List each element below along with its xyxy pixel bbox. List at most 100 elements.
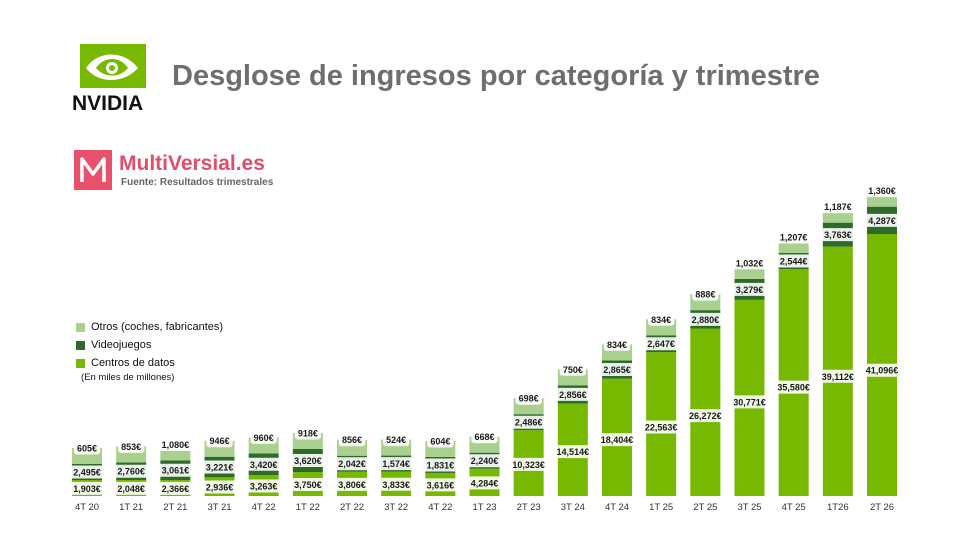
label-gaming-11: 2,856€ (559, 390, 587, 400)
label-datacenter-5: 3,750€ (294, 480, 322, 490)
label-gaming-15-bg (730, 282, 769, 296)
label-other-18-bg (863, 184, 901, 198)
label-other-17: 1,187€ (824, 202, 852, 212)
label-gaming-11-bg (554, 387, 592, 401)
label-datacenter-16: 35,580€ (777, 383, 810, 393)
label-other-2: 1,080€ (162, 440, 190, 450)
label-datacenter-11: 14,514€ (557, 447, 590, 457)
label-gaming-10-bg (509, 415, 548, 429)
x-tick-label-6: 2T 22 (340, 502, 364, 513)
label-datacenter-14: 26,272€ (689, 411, 722, 421)
label-other-5-bg (294, 426, 322, 440)
label-gaming-12-bg (598, 363, 636, 377)
label-other-10-bg (515, 391, 542, 405)
label-other-17-bg (819, 200, 857, 214)
label-gaming-17-bg (819, 228, 857, 242)
label-datacenter-8: 3,616€ (427, 480, 455, 490)
label-datacenter-2: 2,366€ (162, 484, 190, 494)
label-datacenter-3: 2,936€ (206, 483, 234, 493)
multiversial-logo (74, 150, 112, 190)
label-gaming-6: 2,042€ (338, 459, 366, 469)
label-gaming-3-bg (200, 460, 239, 474)
x-tick-label-1: 1T 21 (119, 502, 143, 513)
label-gaming-2-bg (156, 463, 195, 477)
label-other-11: 750€ (563, 365, 583, 375)
x-tick-label-11: 3T 24 (561, 502, 585, 513)
label-gaming-8: 1,831€ (427, 460, 455, 470)
label-datacenter-1: 2,048€ (117, 484, 145, 494)
legend-swatch-centros-datos (76, 358, 85, 368)
label-other-14: 888€ (695, 290, 715, 300)
label-other-0-bg (73, 441, 101, 455)
label-gaming-7: 1,574€ (382, 459, 410, 469)
legend-swatch-videojuegos (76, 340, 85, 350)
nvidia-eye-icon: NVIDIA (72, 44, 146, 115)
label-gaming-14-bg (686, 312, 725, 326)
label-gaming-12: 2,865€ (603, 365, 631, 375)
label-other-7: 524€ (386, 435, 406, 445)
x-tick-label-3: 3T 21 (207, 502, 231, 513)
x-tick-label-15: 3T 25 (737, 502, 761, 513)
label-gaming-9: 2,240€ (471, 456, 499, 466)
legend-label-videojuegos: Videojuegos (91, 339, 152, 351)
label-other-4-bg (250, 430, 277, 444)
label-datacenter-10: 10,323€ (512, 460, 545, 470)
x-tick-label-2: 2T 21 (163, 502, 187, 513)
label-datacenter-10-bg (507, 457, 551, 471)
label-gaming-1: 2,760€ (117, 467, 145, 477)
label-gaming-3: 3,221€ (206, 463, 234, 473)
label-gaming-18: 4,287€ (868, 216, 896, 226)
label-gaming-13-bg (642, 337, 680, 351)
label-datacenter-13: 22,563€ (645, 422, 678, 432)
x-tick-label-13: 1T 25 (649, 502, 673, 513)
label-other-8: 604€ (430, 436, 450, 446)
label-other-14-bg (692, 287, 719, 301)
label-other-12-bg (603, 337, 631, 351)
label-gaming-0-bg (68, 465, 106, 479)
label-other-9-bg (471, 430, 498, 444)
label-datacenter-0: 1,903€ (73, 484, 101, 494)
x-tick-label-12: 4T 24 (605, 502, 629, 513)
legend-label-otros: Otros (coches, fabricantes) (91, 321, 224, 333)
legend: Otros (coches, fabricantes) Videojuegos … (76, 318, 223, 383)
label-gaming-10: 2,486€ (515, 418, 543, 428)
label-gaming-5-bg (289, 454, 327, 468)
label-gaming-4: 3,420€ (250, 460, 278, 470)
x-tick-label-0: 4T 20 (75, 502, 99, 513)
label-datacenter-11-bg (551, 445, 595, 459)
label-datacenter-17: 39,112€ (822, 372, 854, 382)
label-gaming-1-bg (112, 464, 150, 478)
x-tick-label-4: 4T 22 (252, 502, 276, 513)
label-other-12: 834€ (607, 340, 627, 350)
label-datacenter-1-bg (112, 481, 150, 495)
label-gaming-5: 3,620€ (294, 456, 322, 466)
label-gaming-6-bg (333, 457, 371, 471)
label-other-3-bg (206, 434, 233, 448)
label-datacenter-16-bg (772, 380, 816, 394)
source-note: Fuente: Resultados trimestrales (121, 177, 274, 188)
label-datacenter-4-bg (244, 479, 283, 493)
label-datacenter-0-bg (68, 481, 106, 495)
label-datacenter-14-bg (683, 409, 727, 423)
label-other-10: 698€ (519, 394, 539, 404)
label-other-6-bg (338, 433, 366, 447)
label-datacenter-6-bg (333, 477, 371, 491)
label-other-0: 605€ (77, 444, 97, 454)
legend-swatch-otros (76, 322, 85, 332)
label-other-2-bg (156, 437, 195, 451)
legend-item-otros: Otros (coches, fabricantes) (76, 318, 223, 336)
label-datacenter-12-bg (595, 433, 639, 447)
label-datacenter-15-bg (727, 395, 772, 409)
label-other-3: 946€ (209, 436, 229, 446)
label-gaming-9-bg (465, 454, 504, 468)
label-datacenter-8-bg (421, 478, 460, 492)
label-gaming-15: 3,279€ (736, 285, 764, 295)
label-other-11-bg (559, 362, 587, 376)
label-gaming-16-bg (774, 254, 813, 268)
label-datacenter-9-bg (465, 476, 504, 490)
label-datacenter-2-bg (156, 481, 195, 495)
label-other-1: 853€ (121, 442, 141, 452)
label-gaming-13: 2,647€ (647, 339, 675, 349)
x-tick-label-5: 1T 22 (296, 502, 320, 513)
